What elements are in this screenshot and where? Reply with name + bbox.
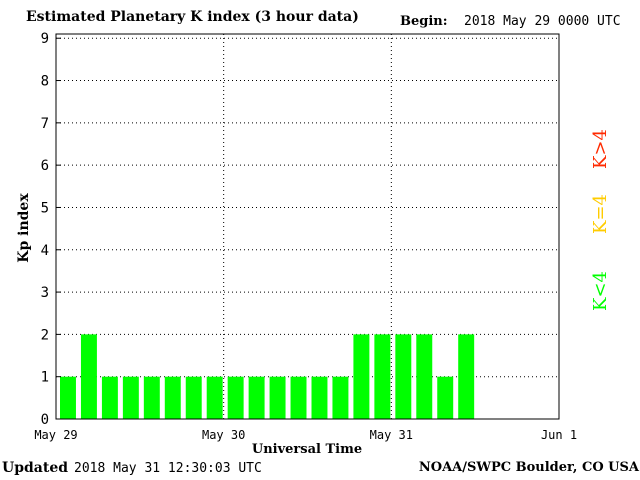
begin-label: Begin: <box>400 14 448 29</box>
updated-label: Updated <box>2 460 69 476</box>
kp-bar <box>311 376 328 419</box>
x-axis-label: Universal Time <box>252 442 362 457</box>
source-label: NOAA/SWPC Boulder, CO USA <box>418 460 639 475</box>
x-tick-label: May 29 <box>34 428 77 442</box>
kp-bar <box>437 376 454 419</box>
y-tick-label: 1 <box>41 370 49 386</box>
kp-bar <box>206 376 223 419</box>
kp-bar <box>269 376 286 419</box>
x-tick-label: May 31 <box>370 428 413 442</box>
kp-bar <box>416 334 433 419</box>
kp-bar <box>458 334 475 419</box>
kp-bar <box>122 376 139 419</box>
y-tick-label: 8 <box>41 74 49 90</box>
y-tick-label: 7 <box>41 116 49 132</box>
x-tick-label: Jun 1 <box>541 428 577 442</box>
kp-bar <box>143 376 160 419</box>
chart-title: Estimated Planetary K index (3 hour data… <box>26 9 359 25</box>
kp-bar <box>227 376 244 419</box>
plot-frame <box>55 33 560 420</box>
bar-series <box>60 334 475 419</box>
y-tick-label: 6 <box>41 158 49 174</box>
y-tick-label: 5 <box>41 200 49 216</box>
kp-bar <box>353 334 370 419</box>
kp-bar <box>164 376 181 419</box>
grid-lines <box>56 34 559 419</box>
kp-bar <box>185 376 202 419</box>
x-tick-labels: May 29 May 30 May 31 Jun 1 <box>34 428 577 442</box>
y-tick-labels: 0 1 2 3 4 5 6 7 8 9 <box>41 31 61 428</box>
y-tick-label: 9 <box>41 31 49 47</box>
kp-bar <box>60 376 76 419</box>
y-tick-label: 0 <box>41 412 49 428</box>
kp-bar <box>332 376 349 419</box>
y-tick-label: 4 <box>41 243 49 259</box>
y-tick-label: 3 <box>41 285 49 301</box>
kp-bar <box>374 334 391 419</box>
kp-bar <box>395 334 412 419</box>
y-axis-label: Kp index <box>16 193 32 263</box>
kp-bar <box>248 376 265 419</box>
updated-value: 2018 May 31 12:30:03 UTC <box>74 461 262 476</box>
legend-k-equals-4: K=4 <box>590 194 611 234</box>
kp-bar <box>101 376 118 419</box>
legend-k-greater-4: K>4 <box>590 129 611 169</box>
x-tick-label: May 30 <box>202 428 245 442</box>
kp-bar <box>80 334 97 419</box>
legend-k-less-4: K<4 <box>590 271 611 311</box>
kp-bar <box>290 376 307 419</box>
y-tick-label: 2 <box>41 327 49 343</box>
begin-value: 2018 May 29 0000 UTC <box>464 14 621 29</box>
